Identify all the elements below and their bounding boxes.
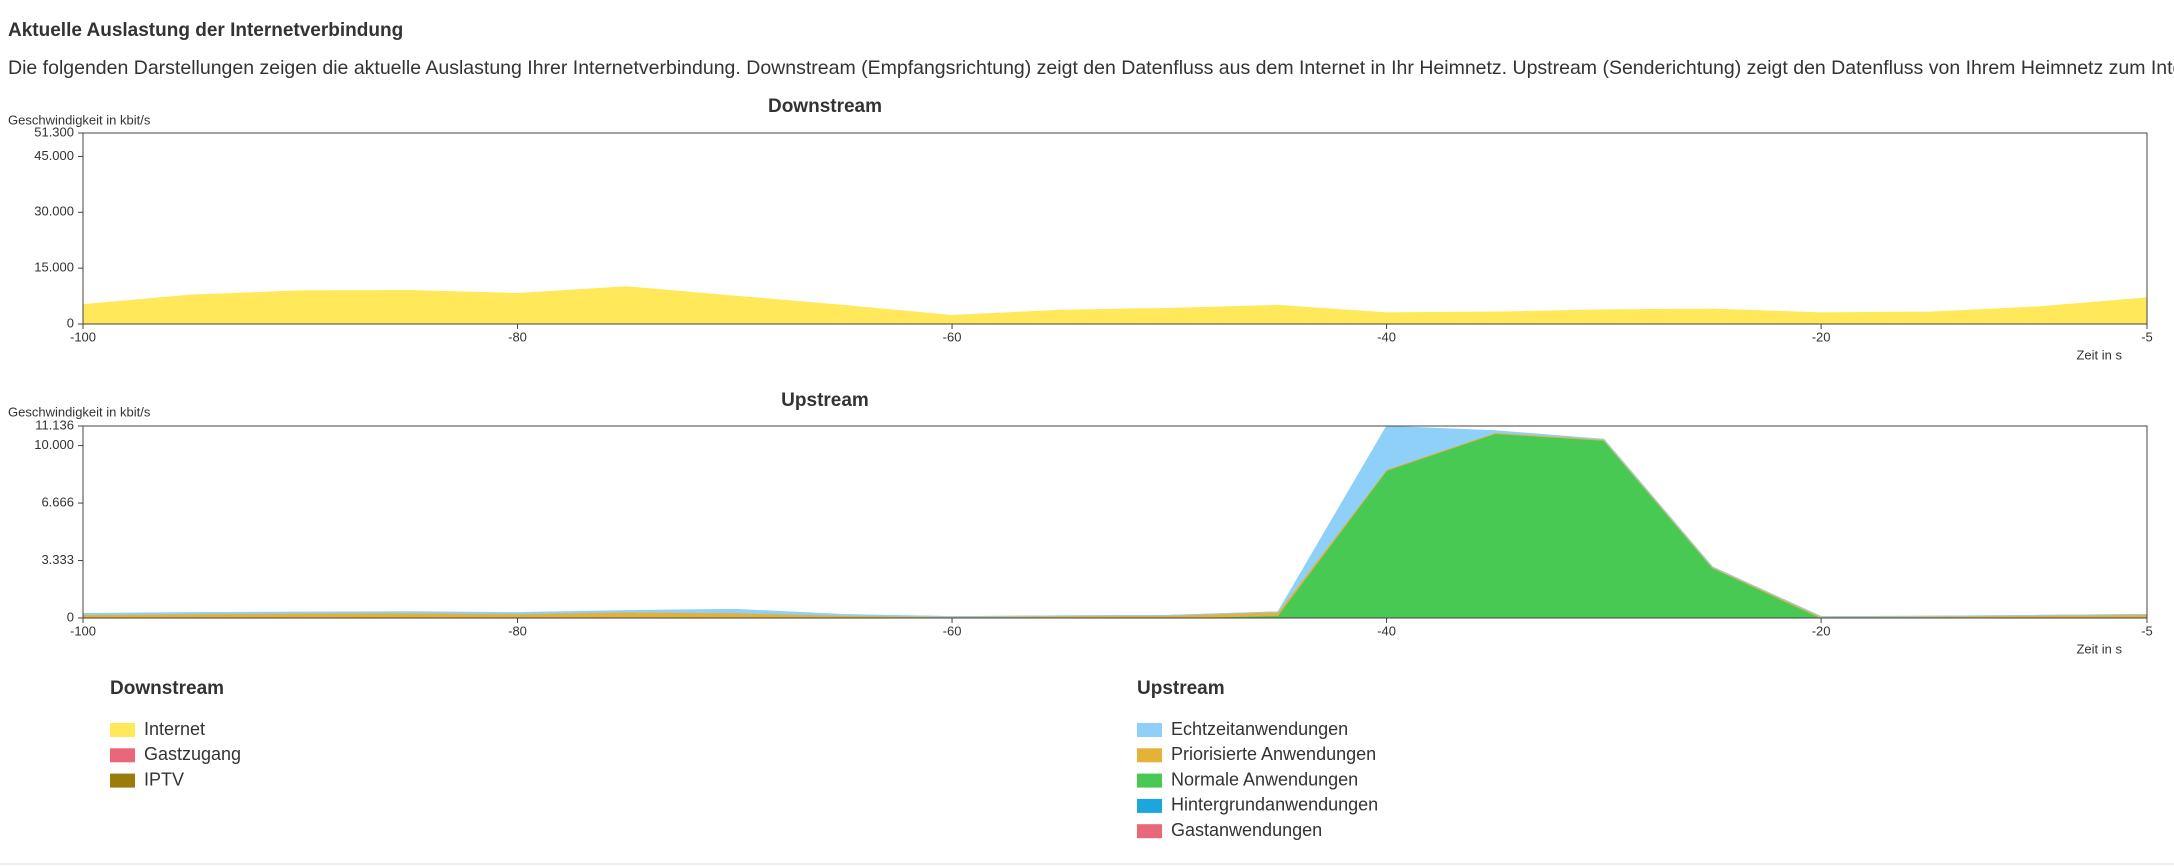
x-tick-label: -5 [2141,329,2153,344]
y-tick-label: 3.333 [41,552,74,567]
legend-label: Normale Anwendungen [1171,769,1358,789]
y-tick-label: 45.000 [34,148,74,163]
legend-title: Downstream [110,678,224,699]
x-tick-label: -100 [70,623,96,638]
area [83,426,2147,618]
x-tick-label: -5 [2141,623,2153,638]
legend-title: Upstream [1137,678,1225,699]
legend-label: Hintergrundanwendungen [1171,795,1378,815]
y-tick-label: 51.300 [34,124,74,139]
area [83,433,2147,618]
legend-label: IPTV [144,769,184,789]
legend-swatch [1137,773,1162,788]
x-tick-label: -20 [1812,329,1831,344]
legend-label: Gastanwendungen [1171,820,1322,840]
legend-label: Gastzugang [144,744,241,764]
x-axis-label: Zeit in s [2076,641,2122,656]
x-tick-label: -80 [508,329,527,344]
plot-frame [82,425,2148,619]
legend-label: Echtzeitanwendungen [1171,719,1348,739]
description: Die folgenden Darstellungen zeigen die a… [8,57,2174,79]
legend-label: Priorisierte Anwendungen [1171,744,1376,764]
plot-frame [82,132,2148,325]
x-tick-label: -40 [1377,623,1396,638]
legend-swatch [110,723,135,737]
legend-label: Internet [144,719,205,739]
area [83,431,2147,618]
x-tick-label: -20 [1812,623,1831,638]
x-tick-label: -60 [943,623,962,638]
y-tick-label: 15.000 [34,260,74,275]
legend-swatch [1137,723,1162,737]
chart-title: Upstream [781,390,869,411]
x-tick-label: -100 [70,329,96,344]
y-tick-label: 0 [67,315,74,330]
legend-swatch [1137,798,1162,813]
y-tick-label: 30.000 [34,204,74,219]
y-tick-label: 11.136 [35,417,74,432]
x-tick-label: -40 [1377,329,1396,344]
x-axis-label: Zeit in s [2076,347,2122,362]
y-axis-label: Geschwindigkeit in kbit/s [8,404,151,419]
x-tick-label: -60 [943,329,962,344]
y-tick-label: 6.666 [41,495,74,510]
area [83,286,2147,324]
x-tick-label: -80 [508,623,527,638]
y-axis-label: Geschwindigkeit in kbit/s [8,112,151,127]
legend-swatch [1137,748,1162,763]
y-tick-label: 0 [67,609,74,624]
y-tick-label: 10.000 [34,437,74,452]
legend-swatch [110,748,135,763]
legend-swatch [110,773,135,788]
legend-swatch [1137,824,1162,839]
chart-title: Downstream [768,96,882,117]
page-title: Aktuelle Auslastung der Internetverbindu… [8,20,403,41]
